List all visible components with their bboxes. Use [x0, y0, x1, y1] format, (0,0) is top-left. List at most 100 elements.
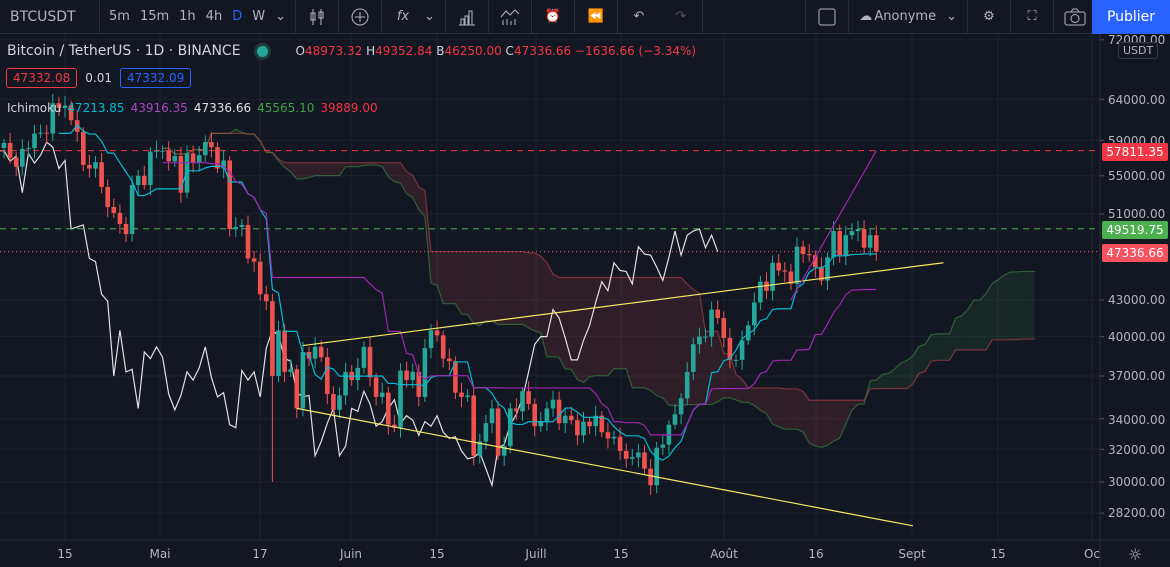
- fullscreen-button[interactable]: ⛶: [1011, 0, 1054, 34]
- candle: [32, 133, 37, 149]
- ichimoku-cloud: [967, 300, 974, 350]
- settings-button[interactable]: ⚙: [968, 0, 1011, 34]
- candle: [703, 336, 708, 338]
- ichimoku-cloud: [479, 251, 486, 326]
- time-tick: Mai: [149, 547, 171, 561]
- currency-button[interactable]: USDT: [1118, 42, 1159, 59]
- candle: [495, 408, 501, 456]
- chevron-down-icon[interactable]: ⌄: [275, 9, 286, 24]
- close-value: 47336.66: [513, 44, 572, 58]
- bar-chart-icon: [456, 6, 478, 28]
- candle: [318, 346, 324, 358]
- ichimoku-cloud: [894, 363, 901, 389]
- price-tick: 51000.00: [1108, 207, 1166, 221]
- candle: [819, 267, 824, 281]
- candle: [745, 325, 751, 341]
- ichimoku-legend[interactable]: Ichimoku 47213.85 43916.35 47336.66 4556…: [7, 101, 378, 115]
- price-chart[interactable]: [0, 34, 1170, 567]
- interval-1w[interactable]: W: [252, 9, 266, 24]
- publish-button[interactable]: Publier: [1092, 0, 1170, 34]
- fx-button[interactable]: fx ⌄: [382, 0, 446, 34]
- ichimoku-cloud: [553, 274, 560, 358]
- symbol-search[interactable]: BTCUSDT: [0, 0, 100, 34]
- candle: [288, 369, 293, 372]
- ichimoku-cloud: [400, 162, 407, 194]
- ichimoku-cloud: [906, 355, 913, 389]
- top-toolbar: BTCUSDT 5m 15m 1h 4h D W ⌄ fx ⌄ ⏰ ⏪ ↶ ↷ ☁…: [0, 0, 1170, 34]
- time-tick: Juill: [525, 547, 547, 561]
- senkou-a-line: [162, 128, 1035, 448]
- chart-type-button[interactable]: [296, 0, 339, 34]
- candle: [251, 258, 257, 262]
- candle: [142, 175, 147, 186]
- interval-15m[interactable]: 15m: [139, 9, 170, 24]
- ichimoku-cloud: [455, 251, 462, 315]
- undo-button[interactable]: ↶: [618, 0, 660, 34]
- candle: [123, 223, 129, 235]
- sun-icon[interactable]: ☼: [1128, 545, 1143, 564]
- redo-button[interactable]: ↷: [660, 0, 703, 34]
- ichimoku-cloud: [992, 279, 999, 340]
- fullscreen-icon: ⛶: [1027, 9, 1037, 24]
- ichimoku-cloud: [876, 374, 883, 389]
- interval-5m[interactable]: 5m: [109, 9, 130, 24]
- sell-button[interactable]: 47332.08: [6, 68, 78, 88]
- ichimoku-cloud: [589, 277, 596, 377]
- candle: [678, 398, 684, 415]
- candle: [81, 131, 86, 165]
- candle: [178, 155, 184, 193]
- candle: [209, 142, 214, 148]
- interval-4h[interactable]: 4h: [205, 9, 223, 24]
- close-label: C: [505, 44, 514, 58]
- candle: [239, 224, 245, 227]
- ichimoku-cloud: [473, 251, 480, 326]
- user-name: Anonyme: [874, 9, 937, 24]
- ichimoku-cloud: [327, 162, 334, 176]
- candle: [770, 262, 775, 291]
- ichimoku-cloud: [394, 162, 401, 184]
- candle: [550, 399, 556, 409]
- snapshot-button[interactable]: [1054, 0, 1092, 34]
- time-tick: 15: [990, 547, 1006, 561]
- indicators-button[interactable]: [339, 0, 382, 34]
- candle: [831, 231, 836, 258]
- high-value: 49352.84: [375, 44, 433, 58]
- ichimoku-cloud: [973, 300, 980, 350]
- time-tick: Oc: [1083, 547, 1101, 561]
- candle: [623, 450, 629, 459]
- layout-button[interactable]: [805, 0, 849, 34]
- candle: [160, 150, 165, 152]
- candle: [684, 371, 690, 399]
- undo-icon: ↶: [633, 9, 645, 24]
- candle: [715, 309, 720, 319]
- candle: [758, 281, 763, 303]
- indicator-name: Ichimoku: [7, 101, 62, 115]
- ichimoku-cloud: [778, 387, 785, 430]
- ichimoku-cloud: [601, 277, 608, 376]
- user-menu[interactable]: ☁ Anonyme ⌄: [849, 0, 968, 34]
- buy-button[interactable]: 47332.09: [119, 68, 192, 88]
- price-tick: 40000.00: [1108, 330, 1166, 344]
- ichimoku-cloud: [1004, 272, 1011, 340]
- interval-1d[interactable]: D: [232, 9, 243, 24]
- compare-button[interactable]: [489, 0, 532, 34]
- tenkan-line: [58, 124, 877, 461]
- bid-ask: 47332.08 0.01 47332.09: [6, 68, 192, 88]
- candle: [849, 231, 855, 236]
- gear-icon: ⚙: [983, 9, 995, 24]
- interval-1h[interactable]: 1h: [179, 9, 196, 24]
- replay-button[interactable]: ⏪: [575, 0, 618, 34]
- candle: [581, 421, 586, 436]
- ichimoku-cloud: [540, 256, 547, 357]
- alert-button[interactable]: ⏰: [532, 0, 575, 34]
- market-status-icon: [256, 45, 268, 57]
- candle: [50, 103, 56, 134]
- candle: [245, 224, 251, 259]
- candle: [355, 367, 361, 381]
- ichimoku-cloud: [980, 293, 987, 350]
- candle: [227, 160, 232, 230]
- candle: [398, 370, 403, 428]
- bar-chart-button[interactable]: [446, 0, 489, 34]
- ichimoku-cloud: [803, 391, 810, 444]
- ichimoku-cloud: [620, 277, 627, 369]
